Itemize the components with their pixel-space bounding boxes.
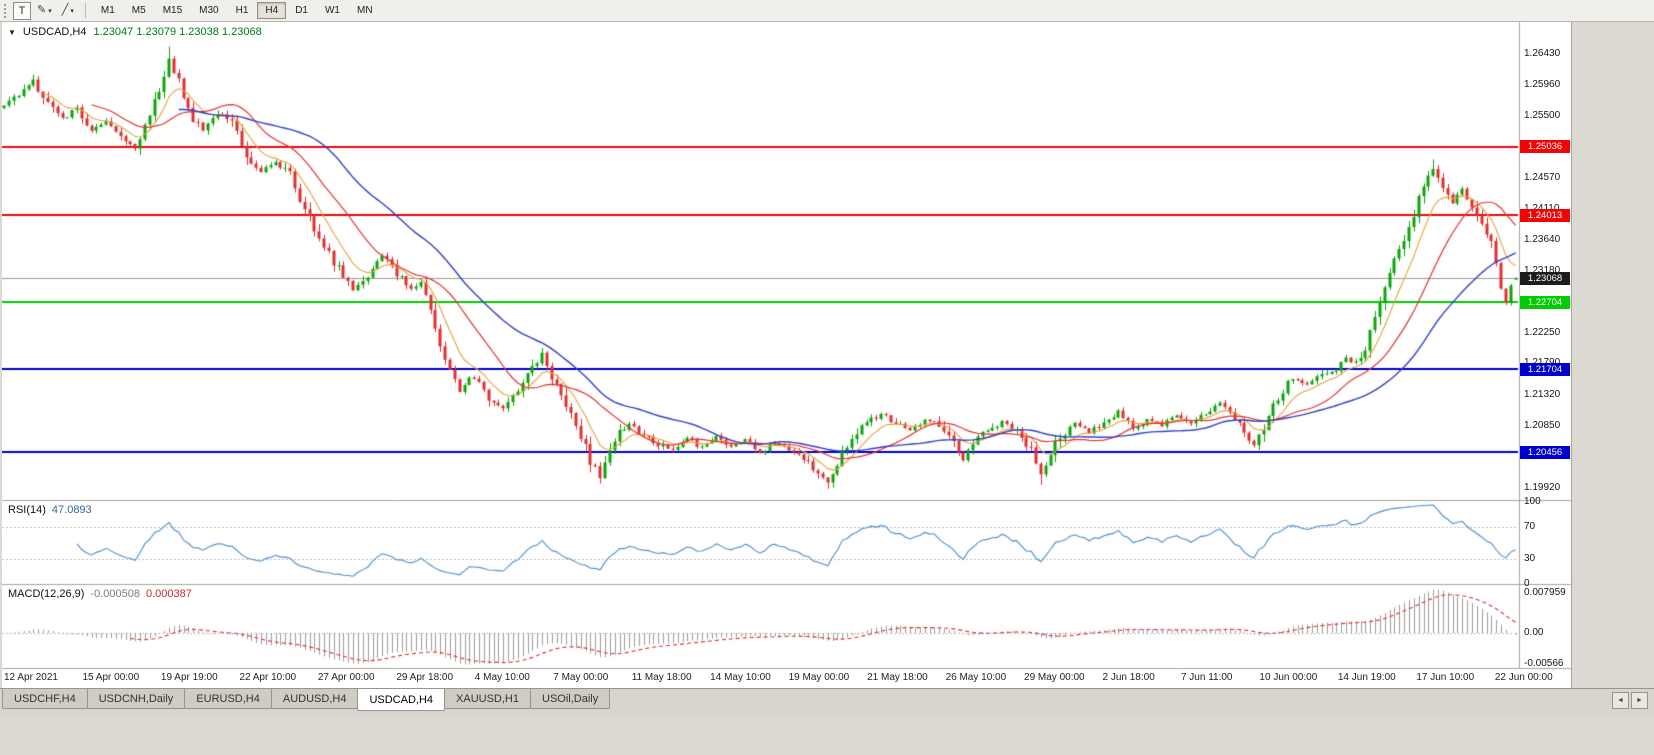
time-axis-label: 29 May 00:00 [1024,672,1085,683]
rsi-label-text: RSI(14) [8,504,46,516]
macd-label-text: MACD(12,26,9) [8,588,85,600]
time-axis-label: 4 May 10:00 [474,672,530,683]
time-axis-label: 2 Jun 18:00 [1102,672,1155,683]
time-axis-label: 11 May 18:00 [631,672,692,683]
tab-usdcnh-daily[interactable]: USDCNH,Daily [86,689,186,709]
time-axis-label: 15 Apr 00:00 [82,672,140,683]
time-axis-label: 19 Apr 19:00 [160,672,218,683]
trendline-icon: ╱ [61,4,69,16]
price-tick-label: 1.23640 [1524,234,1561,246]
time-axis-label: 7 May 00:00 [553,672,609,683]
price-tick-label: 1.20850 [1524,420,1561,432]
macd-signal-value: 0.000387 [145,588,192,600]
timeframe-w1-button[interactable]: W1 [317,2,348,19]
rsi-tick-label: 30 [1524,553,1536,565]
chart-tab-bar: USDCHF,H4 USDCNH,Daily EURUSD,H4 AUDUSD,H4 U… [0,688,1654,714]
hline-price-tag: 1.21704 [1520,362,1570,376]
rsi-tick-label: 70 [1524,520,1536,532]
text-tool-button[interactable]: T [13,1,31,20]
timeframe-m1-button[interactable]: M1 [93,2,123,19]
chart-symbol-header: ▼ USDCAD,H4 1.23047 1.23079 1.23038 1.23… [8,26,262,38]
tab-eurusd-h4[interactable]: EURUSD,H4 [184,689,272,709]
hline-price-tag: 1.20456 [1520,445,1570,459]
tab-scroll-right-button[interactable]: ► [1631,692,1648,709]
macd-tick-label: 0.007959 [1524,587,1566,598]
tab-scroll-left-button[interactable]: ◄ [1612,692,1629,709]
price-tick-label: 1.23180 [1524,264,1561,276]
chevron-down-icon: ▾ [70,7,74,15]
time-axis-label: 22 Jun 00:00 [1494,672,1553,683]
timeframe-m15-button[interactable]: M15 [155,2,190,19]
time-axis-label: 10 Jun 00:00 [1259,672,1318,683]
price-tick-label: 1.22250 [1524,326,1561,338]
time-axis-label: 12 Apr 2021 [4,672,58,683]
ohlc-values: 1.23047 1.23079 1.23038 1.23068 [93,26,262,38]
timeframe-d1-button[interactable]: D1 [287,2,316,19]
chevron-down-icon: ▾ [48,7,52,15]
line-tools-button[interactable]: ╱ ▾ [58,2,78,20]
rsi-value: 47.0893 [51,504,92,516]
price-tick-label: 1.24110 [1524,203,1559,214]
macd-tick-label: -0.00566 [1524,657,1564,669]
current-price-tag: 1.23068 [1520,271,1570,285]
price-tick-label: 1.24570 [1524,172,1561,184]
macd-main-value: -0.000508 [90,588,140,600]
rsi-tick-label: 100 [1524,496,1541,507]
time-axis-label: 27 Apr 00:00 [317,672,375,683]
time-axis-label: 26 May 10:00 [945,672,1007,683]
timeframe-toolbar: M1 M5 M15 M30 H1 H4 D1 W1 MN [93,2,381,19]
price-tick-label: 1.25500 [1524,110,1561,121]
tab-usoil-daily[interactable]: USOil,Daily [530,689,611,709]
time-axis-label: 7 Jun 11:00 [1180,672,1233,683]
pencil-icon: ✎ [37,4,47,16]
toolbar-separator [84,3,86,18]
draw-tools-button[interactable]: ✎ ▾ [33,2,56,20]
symbol-title: USDCAD,H4 [22,26,87,38]
timeframe-mn-button[interactable]: MN [349,2,381,19]
tab-scroll-group: ◄ ► [1612,692,1648,709]
time-axis-label: 14 May 10:00 [710,672,771,683]
timeframe-m30-button[interactable]: M30 [191,2,226,19]
top-toolbar: T ✎ ▾ ╱ ▾ M1 M5 M15 M30 H1 H4 D1 W1 MN [0,0,1654,22]
timeframe-h4-button[interactable]: H4 [257,2,287,19]
hline-price-tag: 1.25036 [1520,140,1570,154]
timeframe-m5-button[interactable]: M5 [124,2,154,19]
time-axis-label: 14 Jun 19:00 [1337,672,1396,683]
price-tick-label: 1.26430 [1524,48,1561,59]
time-axis-label: 17 Jun 10:00 [1416,672,1475,683]
price-tick-label: 1.19920 [1524,482,1561,494]
toolbar-grip [4,3,7,18]
tab-audusd-h4[interactable]: AUDUSD,H4 [270,689,359,709]
price-tick-label: 1.25960 [1524,79,1561,91]
hline-price-tag: 1.24013 [1520,208,1570,222]
timeframe-h1-button[interactable]: H1 [228,2,257,19]
hline-price-tag: 1.22704 [1520,295,1570,309]
time-axis-label: 22 Apr 10:00 [239,672,297,683]
tab-usdchf-h4[interactable]: USDCHF,H4 [2,689,88,709]
collapse-chart-icon[interactable]: ▼ [8,28,16,37]
time-axis-label: 21 May 18:00 [867,672,928,683]
tab-usdcad-h4[interactable]: USDCAD,H4 [357,689,446,711]
macd-tick-label: 0.00 [1524,627,1544,638]
macd-indicator-label: MACD(12,26,9) -0.000508 0.000387 [8,588,192,600]
rsi-indicator-label: RSI(14) 47.0893 [8,504,92,516]
tab-xauusd-h1[interactable]: XAUUSD,H1 [444,689,531,709]
chart-window: ▼ USDCAD,H4 1.23047 1.23079 1.23038 1.23… [2,22,1572,688]
rsi-tick-label: 0 [1524,578,1530,589]
price-chart-canvas[interactable] [2,22,1571,688]
time-axis-label: 19 May 00:00 [788,672,850,683]
price-tick-label: 1.21320 [1524,388,1561,400]
time-axis-label: 29 Apr 18:00 [396,672,454,683]
